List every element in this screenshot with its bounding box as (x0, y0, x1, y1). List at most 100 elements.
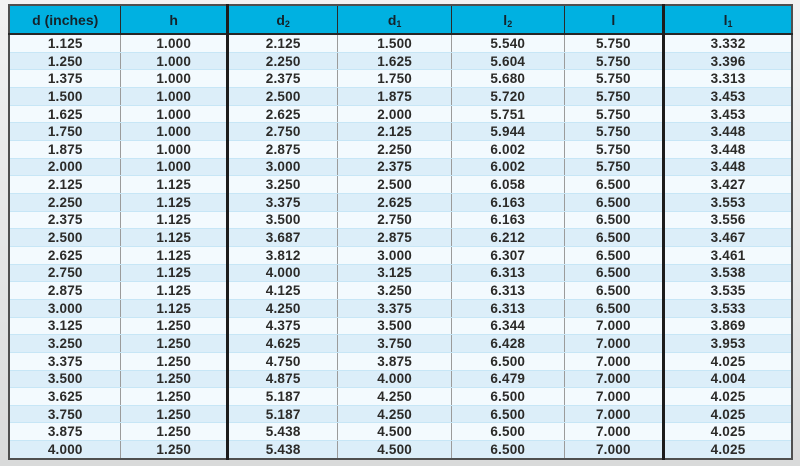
table-cell: 3.250 (337, 281, 452, 300)
table-cell: 3.250 (9, 334, 121, 353)
table-cell: 1.125 (120, 299, 228, 318)
table-row: 1.875 1.000 2.875 2.250 6.002 5.750 3.448 (9, 140, 792, 159)
table-cell: 2.500 (337, 175, 452, 194)
table-cell: 5.187 (225, 387, 338, 406)
table-row: 1.750 1.000 2.750 2.125 5.944 5.750 3.448 (9, 122, 792, 141)
table-cell: 3.535 (662, 281, 792, 300)
table-cell: 2.750 (337, 211, 452, 230)
column-header-label: l (611, 11, 616, 28)
table-cell: 1.625 (337, 52, 452, 71)
table-cell: 2.250 (225, 52, 338, 71)
table-cell: 1.750 (9, 122, 121, 141)
column-header-label: d (276, 11, 285, 28)
table-cell: 2.000 (9, 158, 121, 177)
table-cell: 3.375 (337, 299, 452, 318)
column-header-label: d (inches) (32, 11, 99, 28)
table-cell: 5.680 (450, 69, 565, 89)
table-cell: 4.750 (225, 352, 338, 371)
table-cell: 3.500 (225, 211, 338, 230)
table-cell: 6.307 (450, 246, 565, 265)
table-row: 3.125 1.250 4.375 3.500 6.344 7.000 3.869 (9, 317, 792, 336)
table-cell: 3.448 (662, 122, 792, 141)
table-cell: 6.212 (450, 228, 565, 247)
table-cell: 1.250 (120, 440, 228, 459)
table-cell: 6.500 (563, 175, 664, 194)
table-cell: 1.125 (120, 246, 228, 265)
column-header-l1: l1 (662, 5, 792, 35)
column-header-subscript: 1 (396, 18, 402, 29)
table-cell: 1.375 (9, 69, 121, 89)
table-cell: 5.750 (563, 140, 664, 159)
table-cell: 2.250 (337, 140, 452, 159)
table-cell: 1.625 (9, 105, 121, 124)
table-row: 3.375 1.250 4.750 3.875 6.500 7.000 4.025 (9, 352, 792, 371)
table-cell: 3.625 (9, 387, 121, 406)
table-cell: 5.750 (563, 158, 664, 177)
column-header-label: l (723, 11, 728, 28)
table-cell: 1.125 (120, 264, 228, 283)
table-cell: 1.000 (120, 87, 228, 106)
table-cell: 4.500 (337, 422, 452, 442)
table-cell: 4.250 (337, 405, 452, 424)
table-row: 2.750 1.125 4.000 3.125 6.313 6.500 3.538 (9, 264, 792, 283)
table-cell: 1.250 (120, 422, 228, 442)
table-cell: 5.604 (450, 52, 565, 71)
table-cell: 1.750 (337, 69, 452, 89)
table-cell: 7.000 (563, 405, 664, 424)
table-cell: 7.000 (563, 422, 664, 442)
table-cell: 1.000 (120, 105, 228, 124)
table-cell: 1.000 (120, 69, 228, 89)
table-cell: 2.750 (9, 264, 121, 283)
table-cell: 1.250 (120, 387, 228, 406)
table-cell: 5.750 (563, 105, 664, 124)
table-cell: 7.000 (563, 352, 664, 371)
column-header-label: d (387, 11, 397, 28)
table-row: 2.250 1.125 3.375 2.625 6.163 6.500 3.553 (9, 193, 792, 212)
table-cell: 5.438 (225, 422, 338, 442)
table-cell: 2.000 (337, 105, 452, 124)
table-cell: 3.313 (662, 69, 792, 89)
table-row: 3.875 1.250 5.438 4.500 6.500 7.000 4.025 (9, 422, 792, 442)
table-cell: 6.428 (450, 334, 565, 353)
table-cell: 6.500 (450, 440, 565, 459)
table-cell: 2.625 (225, 105, 338, 124)
table-cell: 5.750 (563, 122, 664, 141)
table-cell: 3.556 (662, 211, 792, 230)
column-header-subscript: 2 (284, 18, 290, 29)
table-cell: 6.500 (563, 228, 664, 247)
table-cell: 3.000 (9, 299, 121, 318)
table-cell: 5.540 (450, 34, 565, 53)
dimension-table: d (inches) h d2 d1 l2 l l1 1.125 1.000 2.1… (8, 4, 793, 460)
table-cell: 3.375 (9, 352, 121, 371)
table-cell: 1.000 (120, 52, 228, 71)
table-cell: 2.875 (337, 228, 452, 247)
table-cell: 3.500 (337, 317, 452, 336)
table-cell: 3.461 (662, 246, 792, 265)
table-cell: 6.500 (563, 193, 664, 212)
table-cell: 4.500 (337, 440, 452, 459)
table-cell: 3.427 (662, 175, 792, 194)
table-cell: 6.163 (450, 193, 565, 212)
table-cell: 6.500 (563, 299, 664, 318)
table-cell: 6.500 (563, 211, 664, 230)
table-cell: 1.250 (120, 317, 228, 336)
table-cell: 2.375 (9, 211, 121, 230)
table-cell: 2.375 (337, 158, 452, 177)
table-cell: 5.187 (225, 405, 338, 424)
table-cell: 4.025 (662, 405, 792, 424)
table-row: 3.250 1.250 4.625 3.750 6.428 7.000 3.953 (9, 334, 792, 353)
table-row: 1.625 1.000 2.625 2.000 5.751 5.750 3.453 (9, 105, 792, 124)
table-row: 2.125 1.125 3.250 2.500 6.058 6.500 3.427 (9, 175, 792, 194)
table-cell: 5.720 (450, 87, 565, 106)
table-cell: 1.000 (120, 158, 228, 177)
table-cell: 3.812 (225, 246, 338, 265)
table-cell: 4.875 (225, 370, 338, 389)
table-cell: 3.125 (9, 317, 121, 336)
table-cell: 6.500 (563, 281, 664, 300)
table-cell: 6.500 (450, 352, 565, 371)
table-row: 2.625 1.125 3.812 3.000 6.307 6.500 3.461 (9, 246, 792, 265)
table-row: 2.500 1.125 3.687 2.875 6.212 6.500 3.467 (9, 228, 792, 247)
table-row: 3.500 1.250 4.875 4.000 6.479 7.000 4.004 (9, 370, 792, 389)
table-cell: 4.250 (225, 299, 338, 318)
